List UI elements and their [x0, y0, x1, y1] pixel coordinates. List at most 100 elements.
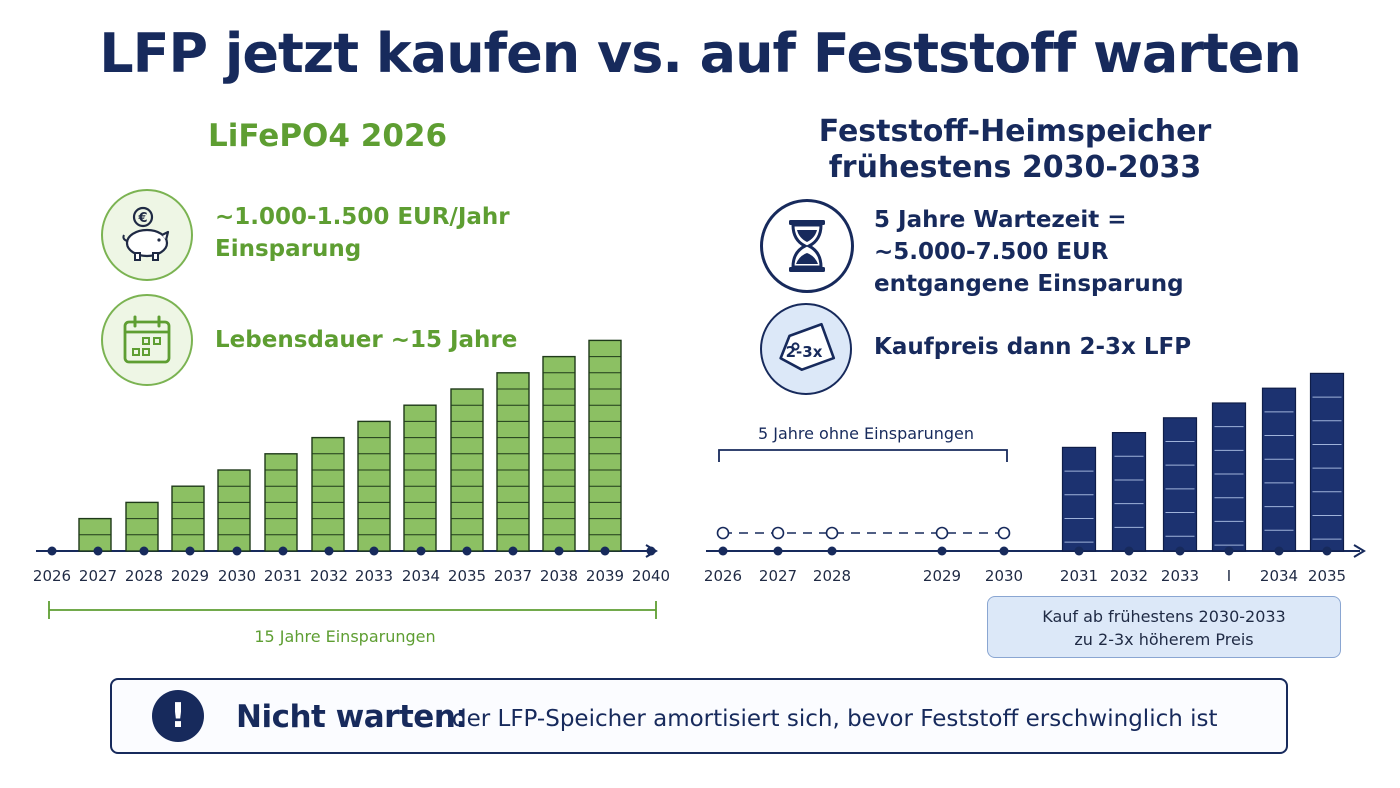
left-tick-dot — [93, 546, 103, 556]
right-tick-label: 2030 — [985, 567, 1023, 585]
piggy-bank-euro-icon: € — [122, 206, 170, 261]
lifespan-text: Lebensdauer ~15 Jahre — [215, 327, 518, 353]
right-bar-unlabeled — [1211, 402, 1247, 552]
banner-headline: Nicht warten: — [236, 699, 468, 735]
right-tick-dot — [718, 546, 728, 556]
left-bar-2033 — [357, 420, 391, 552]
waiting-year-marker-2028 — [825, 526, 839, 540]
waiting-year-marker-2030 — [997, 526, 1011, 540]
left-bar-2039 — [588, 339, 622, 552]
left-tick-dot — [185, 546, 195, 556]
left-tick-label: 2034 — [402, 567, 440, 585]
left-bar-2029 — [171, 485, 205, 552]
tag-text: 2-3x — [786, 343, 823, 361]
left-tick-label: 2029 — [171, 567, 209, 585]
right-axis-arrow — [1353, 544, 1366, 558]
left-span-bracket: 15 Jahre Einsparungen — [48, 601, 657, 646]
purchase-callout: Kauf ab frühestens 2030-2033 zu 2-3x höh… — [987, 596, 1341, 658]
left-tick-label: 2030 — [218, 567, 256, 585]
left-tick-label: 2032 — [310, 567, 348, 585]
right-chart: 2026 2027 2028 2029 2030 2031 2032 2033 I 2034 203… — [704, 372, 1366, 585]
right-tick-dot — [1175, 546, 1185, 556]
left-heading: LiFePO4 2026 — [208, 118, 448, 154]
left-tick-label: 2037 — [494, 567, 532, 585]
price-tag-circle: 2-3x — [760, 303, 852, 395]
waiting-year-marker-2029 — [935, 526, 949, 540]
right-tick-label: 2033 — [1161, 567, 1199, 585]
right-tick-label: 2029 — [923, 567, 961, 585]
left-tick-dot — [232, 546, 242, 556]
piggy-bank-icon: € — [101, 189, 193, 281]
left-tick-label: 2031 — [264, 567, 302, 585]
left-tick-label: 2026 — [33, 567, 71, 585]
savings-per-year: ~1.000-1.500 EUR/Jahr Einsparung — [215, 204, 510, 262]
left-tick-dot — [324, 546, 334, 556]
right-tick-dot — [1124, 546, 1134, 556]
banner-text: der LFP-Speicher amortisiert sich, bevor… — [452, 706, 1218, 732]
left-tick-dot — [554, 546, 564, 556]
left-tick-dot — [278, 546, 288, 556]
waiting-cost-text: 5 Jahre Wartezeit = ~5.000-7.500 EUR ent… — [874, 207, 1184, 297]
right-bar-2035 — [1309, 372, 1345, 552]
right-tick-label: 2026 — [704, 567, 742, 585]
left-bar-2031 — [264, 453, 298, 552]
price-tag-icon: 2-3x — [779, 322, 836, 371]
left-span-label: 15 Jahre Einsparungen — [254, 627, 435, 646]
right-tick-dot — [827, 546, 837, 556]
calendar-circle — [101, 294, 193, 386]
right-tick-dot — [937, 546, 947, 556]
right-heading: Feststoff-Heimspeicher frühestens 2030-2… — [818, 114, 1212, 185]
right-bar-2032 — [1111, 432, 1147, 552]
right-tick-label: 2035 — [1308, 567, 1346, 585]
right-tick-label: 2028 — [813, 567, 851, 585]
left-tick-dot — [462, 546, 472, 556]
right-tick-dot — [773, 546, 783, 556]
right-tick-label: I — [1227, 567, 1231, 585]
left-tick-label: 2039 — [586, 567, 624, 585]
left-bar-2034 — [403, 404, 437, 552]
left-tick-label: 2027 — [79, 567, 117, 585]
left-tick-dot — [47, 546, 57, 556]
left-tick-dot — [139, 546, 149, 556]
purchase-price-text: Kaufpreis dann 2-3x LFP — [874, 334, 1192, 360]
right-tick-dot — [1274, 546, 1284, 556]
hourglass-circle — [760, 199, 854, 293]
left-tick-label: 2033 — [355, 567, 393, 585]
right-tick-dot — [999, 546, 1009, 556]
left-tick-label: 2028 — [125, 567, 163, 585]
left-chart: 2026 2027 2028 2029 2030 2031 2032 2033 2034 2035… — [33, 339, 670, 585]
left-bar-2032 — [311, 436, 345, 552]
left-bar-2027 — [78, 517, 112, 552]
right-bar-2034 — [1261, 387, 1297, 552]
right-bar-2031 — [1061, 446, 1097, 552]
waiting-year-marker-2027 — [771, 526, 785, 540]
wait-bracket: 5 Jahre ohne Einsparungen — [718, 424, 1008, 462]
right-tick-label: 2027 — [759, 567, 797, 585]
waiting-year-marker-2026 — [716, 526, 730, 540]
left-bar-2030 — [217, 469, 251, 552]
right-tick-dot — [1074, 546, 1084, 556]
left-tick-label: 2038 — [540, 567, 578, 585]
left-tick-label: 2040 — [632, 567, 670, 585]
wait-label: 5 Jahre ohne Einsparungen — [758, 424, 974, 443]
right-bar-2033 — [1162, 417, 1198, 552]
left-tick-label: 2035 — [448, 567, 486, 585]
right-tick-label: 2032 — [1110, 567, 1148, 585]
left-tick-dot — [416, 546, 426, 556]
right-tick-dot — [1322, 546, 1332, 556]
left-bar-2035 — [450, 388, 484, 552]
left-tick-dot — [600, 546, 610, 556]
left-tick-dot — [646, 546, 656, 556]
right-tick-label: 2031 — [1060, 567, 1098, 585]
right-tick-dot — [1224, 546, 1234, 556]
left-bar-2028 — [125, 501, 159, 552]
left-tick-dot — [508, 546, 518, 556]
left-bar-2037 — [496, 372, 530, 552]
page-title: LFP jetzt kaufen vs. auf Feststoff warte… — [99, 22, 1302, 85]
exclamation-icon: ! — [152, 690, 204, 742]
right-tick-label: 2034 — [1260, 567, 1298, 585]
calendar-icon — [123, 315, 171, 364]
left-tick-dot — [369, 546, 379, 556]
left-bar-2038 — [542, 355, 576, 552]
